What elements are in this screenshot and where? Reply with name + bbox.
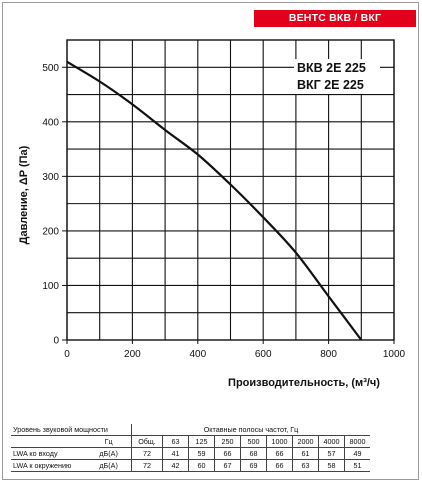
table-cell: 59 [188,447,215,460]
table-cell: 67 [214,459,241,472]
y-tick-label: 300 [42,172,59,183]
table-header: 125 [188,435,215,448]
table-title-row: Уровень звуковой мощности Октавные полос… [11,424,370,436]
table-cell: 69 [240,459,267,472]
table-header: 4000 [318,435,345,448]
row-label: LWA к окружению [11,459,87,472]
sound-power-table: Уровень звуковой мощности Октавные полос… [11,424,370,472]
table-cell: 49 [344,447,370,460]
row-label: LWA ко входу [11,447,87,460]
table-row: LWA к окружению дБ(А) 72 42 60 67 69 66 … [11,459,370,472]
figure-frame [2,2,419,480]
table-header: 250 [214,435,241,448]
row-unit: дБ(А) [86,447,132,460]
table-cell: 58 [318,459,345,472]
x-tick-label: 0 [64,349,70,360]
x-tick-label: 800 [320,349,337,360]
y-tick-label: 500 [42,63,59,74]
y-tick-label: 200 [42,226,59,237]
table-cell: 72 [131,447,163,460]
model-label-vkg: ВКГ 2Е 225 [297,78,364,92]
table-header: 500 [240,435,267,448]
table-cell: 63 [292,459,319,472]
table-header: 2000 [292,435,319,448]
table-cell: 61 [292,447,319,460]
y-tick-label: 0 [53,336,59,347]
table-cell: 66 [266,447,293,460]
model-label-vkv: ВКВ 2Е 225 [297,61,366,75]
table-cell: 60 [188,459,215,472]
table-cell: 68 [240,447,267,460]
table-cell: 57 [318,447,345,460]
model-label-background [294,59,380,94]
chart-ticks: 0 200 400 600 800 1000 0 100 200 300 400 500 [42,63,405,360]
octave-bands-label: Октавные полосы частот, Гц [131,424,370,436]
table-header: 8000 [344,435,370,448]
row-unit: дБ(А) [86,459,132,472]
x-axis-label: Производительность, (м³/ч) [228,377,380,389]
brand-banner: ВЕНТС ВКВ / ВКГ [254,10,416,27]
table-header: 63 [162,435,189,448]
x-tick-label: 200 [124,349,141,360]
x-tick-label: 1000 [383,349,406,360]
y-axis-label: Давление, ΔP (Па) [18,145,30,244]
fan-performance-chart: 0 200 400 600 800 1000 0 100 200 300 400 500 Давлен… [18,39,406,389]
series-line [66,60,363,341]
table-cell: 42 [162,459,189,472]
table-header: Общ. [131,435,163,448]
table-cell: 51 [344,459,370,472]
y-tick-label: 400 [42,117,59,128]
plot-area-border [66,39,395,341]
table-header-row: Гц Общ. 63 125 250 500 1000 2000 4000 80… [11,435,370,448]
hz-unit: Гц [86,435,132,448]
x-tick-label: 600 [255,349,272,360]
performance-curve-layer [66,60,363,341]
x-tick-label: 400 [189,349,206,360]
table-header: 1000 [266,435,293,448]
table-cell: 66 [266,459,293,472]
sound-table-title: Уровень звуковой мощности [11,424,132,436]
table-cell: 66 [214,447,241,460]
table-cell: 41 [162,447,189,460]
table-cell: 72 [131,459,163,472]
table-row: LWA ко входу дБ(А) 72 41 59 66 68 66 61 … [11,447,370,460]
y-tick-label: 100 [42,281,59,292]
